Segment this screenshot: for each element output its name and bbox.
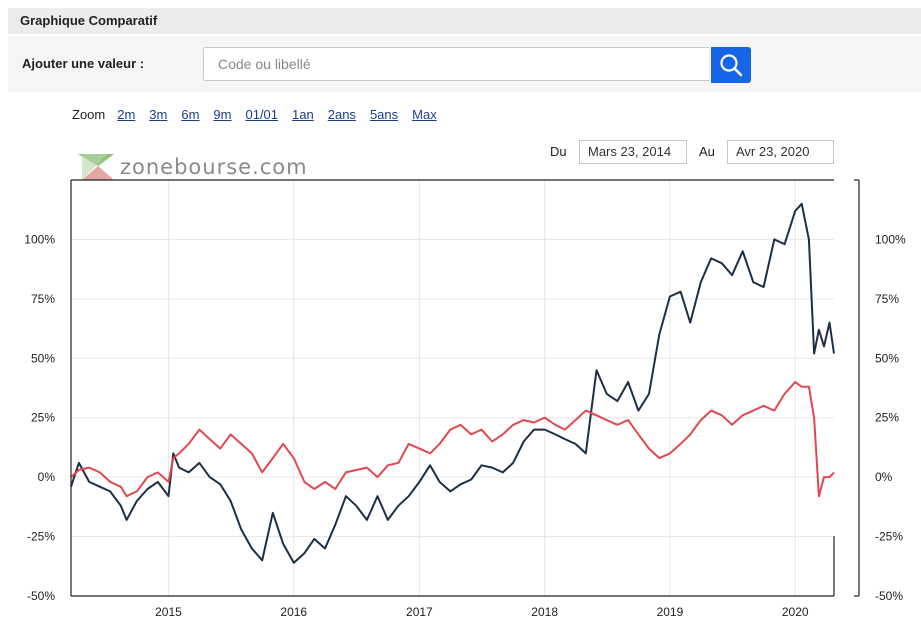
search-button[interactable] [711, 47, 751, 83]
logo-text: zonebourse.com [120, 155, 308, 179]
zoom-label: Zoom [72, 107, 106, 122]
y-tick-label-right: 100% [875, 232, 906, 246]
add-value-bar: Ajouter une valeur : [8, 36, 921, 92]
series-line-2 [70, 381, 835, 498]
zonebourse-logo: zonebourse.com [78, 152, 308, 182]
zoom-2y[interactable]: 2ans [327, 107, 356, 122]
x-tick-label: 2019 [657, 605, 684, 619]
y-tick-label-right: 50% [875, 351, 899, 365]
title-bar: Graphique Comparatif [8, 8, 921, 34]
to-date-label: Au [699, 144, 715, 159]
y-tick-label-right: 0% [875, 470, 893, 484]
y-tick-label-right: 75% [875, 292, 899, 306]
y-tick-label-right: -25% [875, 530, 903, 544]
search-input[interactable] [203, 47, 709, 81]
zoom-2m[interactable]: 2m [117, 107, 136, 122]
search-label: Ajouter une valeur : [22, 56, 145, 71]
zoom-9m[interactable]: 9m [213, 107, 232, 122]
to-date-input[interactable]: Avr 23, 2020 [727, 140, 834, 164]
x-tick-label: 2016 [280, 605, 307, 619]
series-line-1 [70, 202, 835, 564]
y-tick-label-right: -50% [875, 589, 903, 603]
x-tick-label: 2017 [406, 605, 433, 619]
y-tick-label-left: 0% [38, 470, 56, 484]
zoom-5y[interactable]: 5ans [369, 107, 399, 122]
page-title: Graphique Comparatif [20, 13, 158, 28]
x-tick-label: 2015 [155, 605, 182, 619]
from-date-input[interactable]: Mars 23, 2014 [579, 140, 687, 164]
zoom-selector: Zoom 2m 3m 6m 9m 01/01 1an 2ans 5ans Max [72, 107, 451, 122]
from-date-label: Du [550, 144, 567, 159]
y-tick-label-left: -25% [27, 530, 55, 544]
search-icon [720, 54, 743, 77]
y-tick-label-left: -50% [27, 589, 55, 603]
logo-mark-icon [78, 154, 114, 180]
zoom-max[interactable]: Max [412, 107, 437, 122]
y-tick-label-left: 75% [31, 292, 55, 306]
y-tick-label-left: 100% [24, 232, 55, 246]
y-tick-label-right: 25% [875, 411, 899, 425]
zoom-3m[interactable]: 3m [149, 107, 168, 122]
y-tick-label-left: 50% [31, 351, 55, 365]
x-tick-label: 2020 [782, 605, 809, 619]
zoom-1y[interactable]: 1an [292, 107, 314, 122]
x-tick-label: 2018 [531, 605, 558, 619]
zoom-6m[interactable]: 6m [181, 107, 200, 122]
zoom-ytd[interactable]: 01/01 [245, 107, 279, 122]
y-tick-label-left: 25% [31, 411, 55, 425]
